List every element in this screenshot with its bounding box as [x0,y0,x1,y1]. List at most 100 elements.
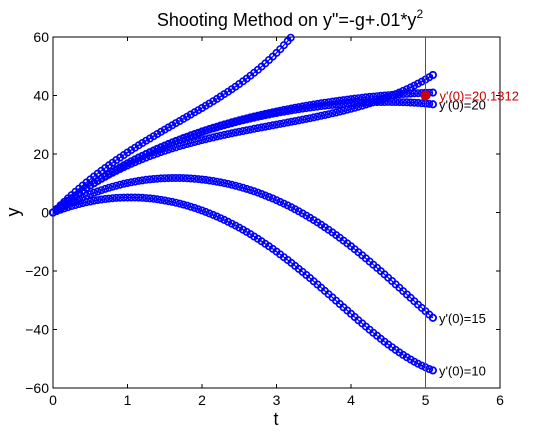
curve-0-marker-125 [142,194,151,203]
curve-4-marker-115 [134,156,143,165]
curve-4-marker-end [428,71,437,80]
curve-4-marker-130 [145,152,154,161]
curve-0-marker-90 [116,193,125,202]
curve-3-marker-320 [287,104,296,113]
curve-1-marker-260 [242,184,251,193]
curve-3-marker-200 [198,127,207,136]
curve-2-marker-460 [391,98,400,107]
curve-4-marker-220 [212,132,221,141]
curve-0-marker-175 [179,200,188,209]
curve-3-marker-405 [350,94,359,103]
curve-1-marker-90 [116,180,125,189]
x-tick-label-3: 3 [273,392,281,408]
curve-4-marker-205 [201,135,210,144]
curve-0-marker-95 [119,193,128,202]
curve-3-marker-325 [291,103,300,112]
y-tick-label-6: 60 [33,29,49,45]
curve-1-marker-175 [179,174,188,183]
curve-4-marker-380 [332,108,341,117]
curve-0-marker-60 [93,196,102,205]
curve-4-marker-160 [168,144,177,153]
curve-2-marker-475 [402,98,411,107]
curve-4-marker-250 [235,127,244,136]
curve-3-marker-270 [250,112,259,121]
curve-4-marker-305 [276,119,285,128]
curve-1-marker-95 [119,179,128,188]
curve-0-marker-155 [164,197,173,206]
curve-3-marker-185 [186,131,195,140]
curve-0-marker-200 [198,206,207,215]
curve-3-marker-410 [354,94,363,103]
curve-1-marker-150 [160,174,169,183]
curve-3-marker-390 [339,96,348,105]
x-axis-label: t [273,409,278,429]
x-tick-label-5: 5 [422,392,430,408]
curve-0-marker-55 [90,196,99,205]
curve-4-marker-370 [324,110,333,119]
curve-1-marker-230 [220,179,229,188]
curve-4-marker-435 [373,97,382,106]
curve-4-marker-170 [175,142,184,151]
y-tick-label-2: −20 [25,263,49,279]
y-tick-label-0: −60 [25,380,49,396]
curve-4-marker-405 [350,103,359,112]
curve-1-marker-135 [149,175,158,184]
curve-4-marker-460 [391,90,400,99]
curve-1-marker-140 [153,174,162,183]
curve-0-marker-85 [112,193,121,202]
curve-4-marker-230 [220,130,229,139]
curve-3-marker-380 [332,97,341,106]
curve-0-marker-215 [209,210,218,219]
x-tick-label-2: 2 [198,392,206,408]
curve-4-marker-395 [343,105,352,114]
curve-4-marker-280 [257,123,266,132]
curve-0-marker-end [428,366,437,375]
curve-4-marker-465 [395,88,404,97]
chart-title: Shooting Method on y"=-g+.01*y2 [157,7,424,30]
curve-3-marker-210 [205,125,214,134]
chart-title-superscript: 2 [416,7,423,21]
curve-4-marker-385 [335,107,344,116]
curve-4-marker-150 [160,146,169,155]
curve-1-marker-145 [157,174,166,183]
curve-0-marker-150 [160,196,169,205]
curve-0-marker-120 [138,193,147,202]
curve-1-marker-75 [104,183,113,192]
curve-3-marker-485 [410,89,419,98]
curve-1-marker-105 [127,178,136,187]
curve-4-marker-320 [287,117,296,126]
curve-1-marker-195 [194,175,203,184]
curve-0-marker-75 [104,194,113,203]
curve-4-marker-315 [283,118,292,127]
curve-3-marker-295 [268,108,277,117]
curve-4-marker-400 [346,104,355,113]
curve-4-marker-225 [216,131,225,140]
curve-4-marker-445 [380,94,389,103]
curve-4-marker-165 [171,143,180,152]
y-axis-label: y [3,208,23,217]
curve-1-marker-190 [190,174,199,183]
curve-1-marker-200 [198,175,207,184]
curve-0-marker-180 [183,201,192,210]
curve-4-marker-410 [354,102,363,111]
curve-1-marker-170 [175,174,184,183]
curve-4-marker-390 [339,106,348,115]
curve-4 [48,71,437,217]
curve-4-marker-120 [138,155,147,164]
curve-2-marker-end [428,100,437,109]
curve-1-marker-130 [145,175,154,184]
curve-4-marker-260 [242,126,251,135]
curve-3-marker-255 [239,115,248,124]
curve-4-marker-300 [272,120,281,129]
curve-3-marker-end [428,88,437,97]
target-point-label: y'(0)=20.1312 [440,89,519,104]
curve-4-marker-210 [205,134,214,143]
curve-1-marker-160 [168,174,177,183]
curve-4-marker-140 [153,149,162,158]
y-tick-label-4: 20 [33,146,49,162]
curve-4-marker-215 [209,133,218,142]
curve-1-marker-215 [209,177,218,186]
curve-1-marker-120 [138,176,147,185]
